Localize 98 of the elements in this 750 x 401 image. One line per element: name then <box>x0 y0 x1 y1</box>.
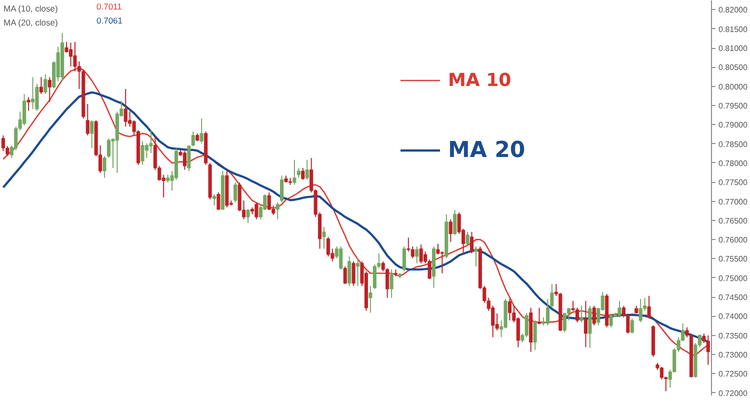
candlestick <box>453 210 457 236</box>
candlestick <box>267 192 271 211</box>
candlestick <box>339 246 343 270</box>
candlestick <box>609 313 613 328</box>
candlestick <box>630 318 634 334</box>
candlestick <box>348 256 352 286</box>
candlestick <box>575 307 580 323</box>
candlestick <box>292 159 296 186</box>
candlestick <box>706 334 710 366</box>
candlestick <box>102 156 106 178</box>
candlestick <box>660 366 664 380</box>
candlestick <box>466 231 470 246</box>
y-tick-label: 0.79000 <box>718 120 748 130</box>
candlestick <box>212 194 216 206</box>
y-tick-label: 0.82000 <box>718 6 748 15</box>
candlestick <box>296 167 300 178</box>
y-tick-label: 0.78500 <box>718 140 748 149</box>
candlestick <box>140 140 144 166</box>
candlestick <box>470 231 474 254</box>
candlestick <box>305 159 309 180</box>
y-tick-label: 0.74500 <box>718 293 748 302</box>
annotation: MA (20, close) <box>4 18 58 28</box>
y-tick-label: 0.72000 <box>718 388 748 398</box>
candlestick <box>533 320 537 350</box>
legend-label: MA 10 <box>448 69 512 91</box>
y-tick-label: 0.77500 <box>718 178 748 188</box>
candlestick <box>647 295 651 319</box>
y-tick-label: 0.80500 <box>718 63 748 72</box>
candlestick <box>90 120 94 148</box>
candlestick <box>343 266 347 285</box>
y-tick-label: 0.81000 <box>718 44 748 54</box>
candlestick <box>538 307 542 325</box>
y-tick-label: 0.77000 <box>718 197 748 206</box>
candlestick <box>524 312 528 338</box>
y-tick-label: 0.76500 <box>718 216 748 226</box>
y-tick-label: 0.81500 <box>718 24 748 34</box>
candlestick <box>301 167 305 180</box>
candlestick <box>356 258 360 286</box>
candlestick <box>322 226 326 250</box>
candlestick <box>106 138 111 158</box>
candlestick <box>562 312 566 333</box>
candlestick <box>372 264 376 290</box>
candlestick <box>30 76 35 110</box>
candlestick <box>22 93 26 126</box>
candlestick <box>39 76 43 94</box>
y-tick-label: 0.72500 <box>718 370 748 379</box>
candlestick <box>516 316 520 348</box>
y-tick-label: 0.76000 <box>718 236 748 245</box>
candlestick <box>368 285 372 314</box>
y-tick-label: 0.73000 <box>718 350 748 360</box>
y-tick-label: 0.75500 <box>718 254 748 264</box>
candlestick <box>246 208 250 224</box>
candlestick <box>419 244 423 264</box>
candlestick <box>474 246 478 267</box>
candlestick <box>550 284 554 308</box>
candlestick <box>580 305 584 323</box>
candlestick <box>216 192 220 211</box>
candlestick <box>402 246 406 272</box>
y-tick-label: 0.73500 <box>718 331 748 340</box>
candlestick <box>448 218 452 242</box>
candlestick <box>68 42 73 67</box>
y-tick-label: 0.74000 <box>718 312 748 322</box>
y-tick-label: 0.75000 <box>718 274 748 283</box>
candlestick <box>86 103 90 136</box>
y-tick-label: 0.78000 <box>718 158 748 168</box>
candlestick <box>26 96 30 112</box>
candlestick <box>191 131 195 147</box>
candlestick <box>254 202 258 220</box>
candlestick <box>35 84 39 112</box>
candlestick <box>546 298 550 326</box>
candlestick <box>592 305 596 326</box>
candlestick <box>144 142 148 158</box>
candlestick <box>326 236 330 257</box>
candlestick <box>234 182 238 203</box>
annotation: MA (10, close) <box>4 4 58 14</box>
y-tick-label: 0.79500 <box>718 101 748 110</box>
y-tick-label: 0.80000 <box>718 82 748 92</box>
candlestick <box>276 202 280 220</box>
candlestick <box>410 246 414 259</box>
candlestick <box>182 150 186 170</box>
candlestick <box>352 260 356 286</box>
annotation: 0.7061 <box>96 16 123 26</box>
candlestick <box>618 300 622 318</box>
candlestick <box>149 130 153 154</box>
candlestick <box>124 88 128 128</box>
candlestick <box>187 144 191 172</box>
candlestick <box>390 268 394 298</box>
candlestick <box>415 246 419 264</box>
candlestick <box>280 175 284 203</box>
legend-label: MA 20 <box>448 137 526 163</box>
candlestick <box>44 74 48 94</box>
candlestick <box>1 134 5 152</box>
candlestick <box>200 118 204 144</box>
candlestick <box>584 300 588 348</box>
candlestick <box>48 76 52 103</box>
candlestick <box>508 298 512 321</box>
annotation: 0.7011 <box>96 2 122 12</box>
candlestick <box>638 298 642 323</box>
